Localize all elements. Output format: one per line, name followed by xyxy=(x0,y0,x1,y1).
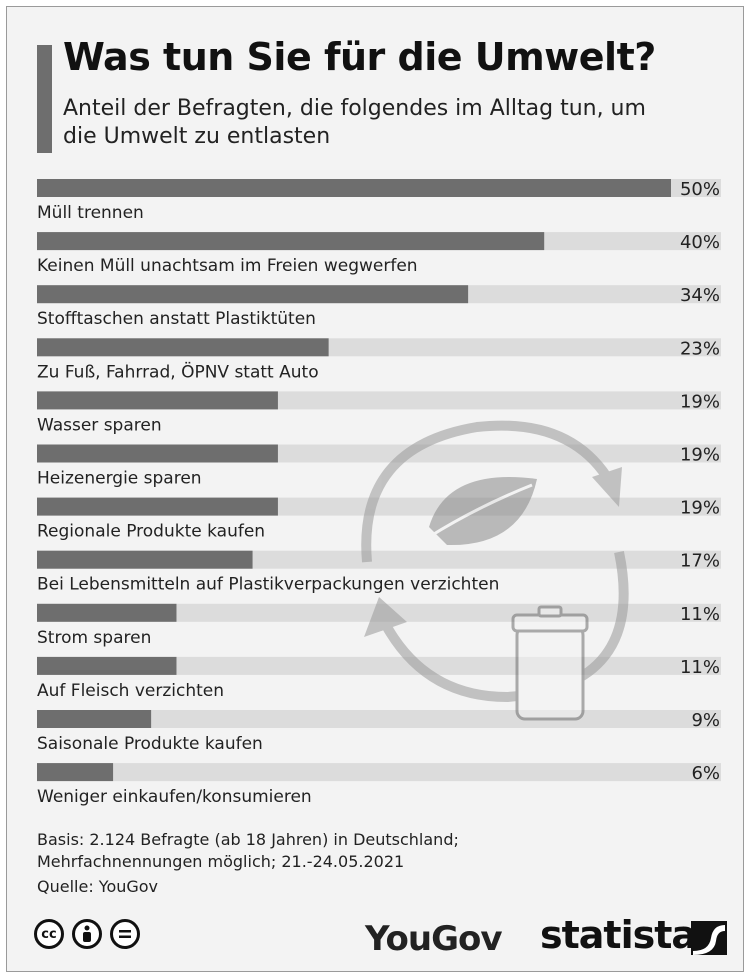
bar xyxy=(37,710,152,728)
nd-icon xyxy=(110,919,140,949)
value-label: 19% xyxy=(680,391,720,412)
recycle-illustration xyxy=(361,420,629,721)
category-label: Regionale Produkte kaufen xyxy=(37,522,265,542)
license-icons: cc xyxy=(34,919,140,949)
recycle-arrowhead-upper-icon xyxy=(592,467,622,507)
value-label: 9% xyxy=(691,710,720,731)
yougov-logo: YouGov xyxy=(365,919,502,959)
category-label: Müll trennen xyxy=(37,203,144,223)
bar xyxy=(37,550,253,569)
bar xyxy=(37,763,114,782)
by-icon xyxy=(72,919,102,949)
value-label: 11% xyxy=(680,657,720,678)
value-label: 19% xyxy=(680,445,720,466)
bar-track xyxy=(37,763,721,782)
bar xyxy=(37,232,545,251)
bar xyxy=(37,656,177,675)
leaf-icon xyxy=(429,477,537,546)
source-text: Quelle: YouGov xyxy=(37,877,159,896)
category-label: Bei Lebensmitteln auf Plastikverpackunge… xyxy=(37,575,499,595)
category-label: Wasser sparen xyxy=(37,415,162,435)
bar-chart: 50% Müll trennen 40% Keinen Müll unachtsam … xyxy=(37,179,721,807)
bar xyxy=(37,285,469,304)
footer-note-line2: Mehrfachnennungen möglich; 21.-24.05.202… xyxy=(37,852,405,871)
category-label: Auf Fleisch verzichten xyxy=(37,681,224,701)
footer-note-line1: Basis: 2.124 Befragte (ab 18 Jahren) in … xyxy=(37,830,459,849)
bar xyxy=(37,179,671,197)
statista-mark-icon xyxy=(691,921,727,955)
value-label: 17% xyxy=(680,551,720,572)
bar xyxy=(37,603,177,622)
value-label: 23% xyxy=(680,338,720,359)
infographic-card: Was tun Sie für die Umwelt? Anteil der B… xyxy=(6,6,744,972)
jar-icon xyxy=(515,625,585,721)
bar xyxy=(37,497,278,516)
cc-icon: cc xyxy=(34,919,64,949)
recycle-arrow-upper-icon xyxy=(361,420,612,563)
value-label: 6% xyxy=(691,763,720,784)
title-accent-bar xyxy=(37,45,52,153)
chart-subtitle: Anteil der Befragten, die folgendes im A… xyxy=(63,96,646,149)
category-label: Heizenergie sparen xyxy=(37,469,202,489)
category-label: Weniger einkaufen/konsumieren xyxy=(37,787,312,807)
value-label: 19% xyxy=(680,498,720,519)
value-label: 11% xyxy=(680,604,720,625)
bar xyxy=(37,444,278,463)
bar xyxy=(37,338,329,357)
category-label: Strom sparen xyxy=(37,628,151,648)
recycle-arrowhead-lower-icon xyxy=(364,597,407,637)
category-label: Zu Fuß, Fahrrad, ÖPNV statt Auto xyxy=(37,360,319,382)
category-label: Saisonale Produkte kaufen xyxy=(37,734,263,754)
chart-title: Was tun Sie für die Umwelt? xyxy=(63,35,656,79)
value-label: 40% xyxy=(680,232,720,253)
value-label: 34% xyxy=(680,285,720,306)
category-label: Stofftaschen anstatt Plastiktüten xyxy=(37,309,316,329)
footer-note: Basis: 2.124 Befragte (ab 18 Jahren) in … xyxy=(37,829,459,873)
bar xyxy=(37,391,278,410)
statista-logo: statista xyxy=(540,913,697,957)
value-label: 50% xyxy=(680,179,720,200)
category-label: Keinen Müll unachtsam im Freien wegwerfe… xyxy=(37,256,418,276)
